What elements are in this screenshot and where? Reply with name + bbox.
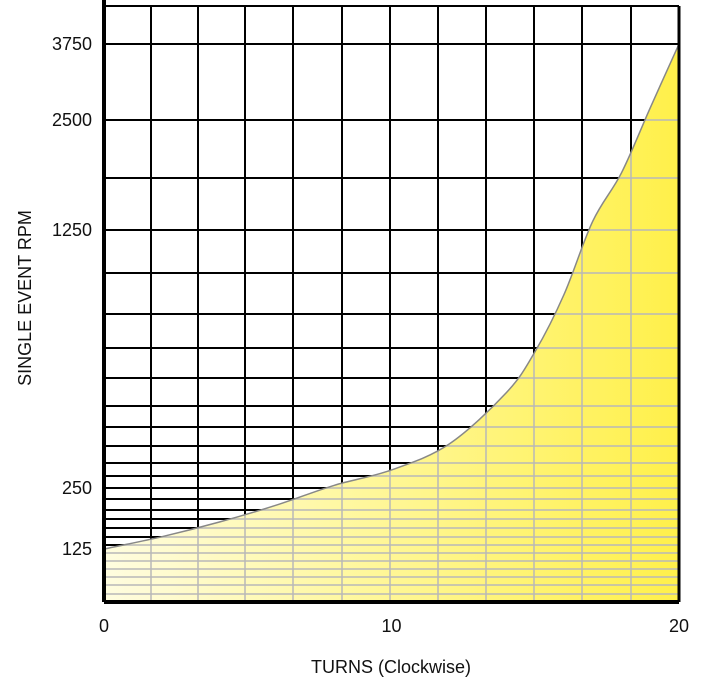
y-tick-label: 125 bbox=[62, 539, 92, 559]
y-tick-label: 3750 bbox=[52, 34, 92, 54]
series-line bbox=[103, 43, 680, 550]
x-axis-title: TURNS (Clockwise) bbox=[311, 657, 471, 677]
y-tick-label: 1250 bbox=[52, 220, 92, 240]
x-tick-label: 10 bbox=[381, 616, 401, 636]
x-tick-label: 0 bbox=[99, 616, 109, 636]
y-axis-title: SINGLE EVENT RPM bbox=[15, 210, 35, 386]
tick-labels: 0 10 20 125 250 1250 2500 3750 bbox=[52, 34, 689, 636]
y-tick-label: 250 bbox=[62, 478, 92, 498]
y-tick-label: 2500 bbox=[52, 110, 92, 130]
axes bbox=[102, 0, 681, 604]
x-tick-label: 20 bbox=[669, 616, 689, 636]
